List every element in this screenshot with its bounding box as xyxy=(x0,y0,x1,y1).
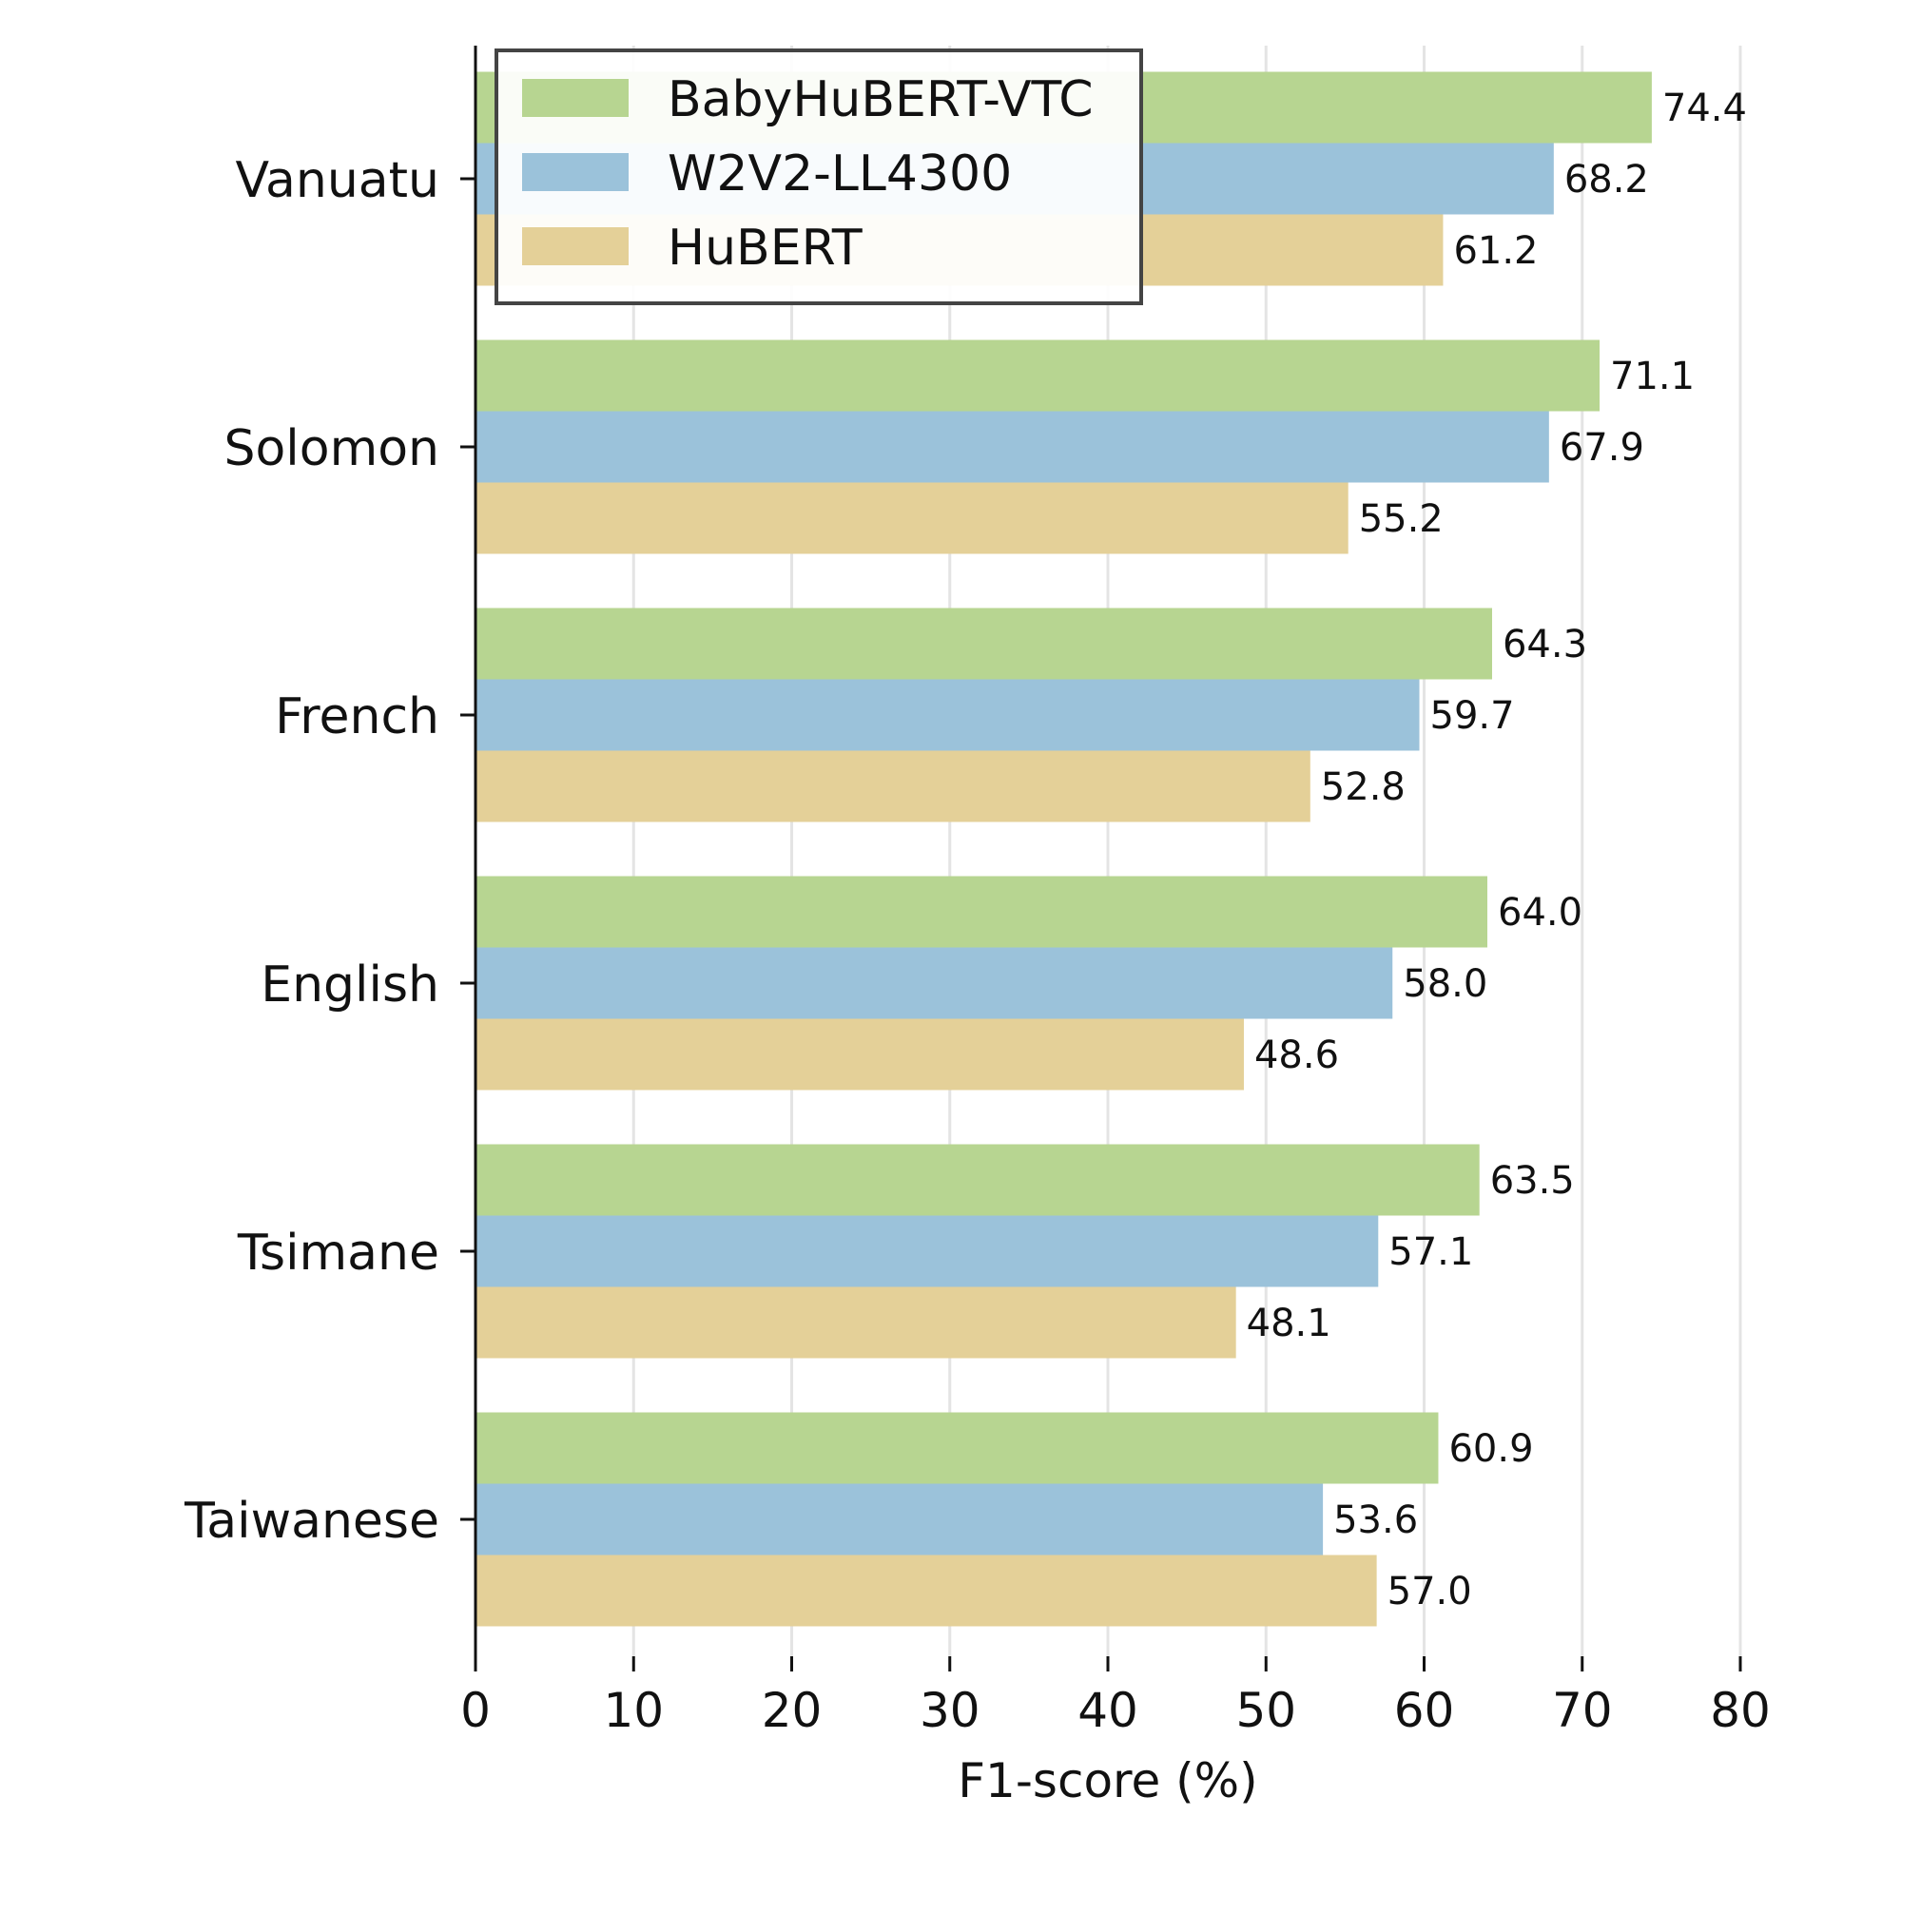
legend-label: W2V2-LL4300 xyxy=(668,145,1012,203)
x-axis-title: F1-score (%) xyxy=(958,1753,1257,1808)
axes: Vanuatu Solomon French English Tsimane Taiwan… xyxy=(184,46,1771,1808)
legend-label: BabyHuBERT-VTC xyxy=(668,71,1094,128)
x-tick-label: 30 xyxy=(920,1683,980,1738)
x-tick-label: 60 xyxy=(1394,1683,1455,1738)
bar xyxy=(475,947,1393,1019)
value-label: 57.1 xyxy=(1388,1230,1473,1274)
category-label: English xyxy=(261,956,439,1014)
bar xyxy=(475,1555,1377,1627)
x-tick-label: 70 xyxy=(1552,1683,1613,1738)
bar xyxy=(475,750,1310,822)
value-label: 68.2 xyxy=(1564,158,1649,202)
bar xyxy=(475,1144,1480,1216)
bar xyxy=(475,1412,1439,1484)
legend-swatch xyxy=(522,153,629,191)
bar xyxy=(475,411,1549,483)
bar xyxy=(475,1286,1236,1359)
value-label: 71.1 xyxy=(1610,355,1695,398)
category-label: French xyxy=(275,688,439,745)
legend-label: HuBERT xyxy=(668,220,863,277)
category-label: Vanuatu xyxy=(235,152,439,209)
bar xyxy=(475,339,1601,412)
value-label: 48.6 xyxy=(1254,1034,1339,1077)
bar xyxy=(475,876,1487,948)
bar xyxy=(475,679,1420,751)
value-label: 67.9 xyxy=(1560,426,1644,470)
bar xyxy=(475,608,1492,680)
value-labels: 74.4 68.2 61.2 71.1 67.9 55.2 64.3 59.7 52.8 64.0… xyxy=(1247,87,1747,1613)
x-tick-label: 0 xyxy=(460,1683,491,1738)
bar xyxy=(475,1215,1379,1287)
category-label: Solomon xyxy=(223,420,439,477)
value-label: 52.8 xyxy=(1321,765,1406,809)
value-label: 74.4 xyxy=(1662,87,1747,130)
value-label: 48.1 xyxy=(1247,1302,1331,1345)
value-label: 58.0 xyxy=(1403,962,1487,1006)
value-label: 61.2 xyxy=(1453,229,1538,273)
bar xyxy=(475,482,1349,554)
value-label: 53.6 xyxy=(1333,1498,1418,1542)
value-label: 63.5 xyxy=(1490,1159,1575,1203)
gridlines xyxy=(631,46,1742,1656)
value-label: 59.7 xyxy=(1430,694,1515,738)
bar xyxy=(475,1483,1324,1555)
value-label: 57.0 xyxy=(1387,1570,1472,1613)
value-label: 64.0 xyxy=(1498,891,1582,935)
x-tick-label: 20 xyxy=(762,1683,823,1738)
category-label: Tsimane xyxy=(237,1225,439,1282)
x-tick-label: 40 xyxy=(1077,1683,1138,1738)
legend-swatch xyxy=(522,227,629,265)
legend-swatch xyxy=(522,79,629,117)
x-tick-label: 50 xyxy=(1235,1683,1296,1738)
x-tick-label: 10 xyxy=(603,1683,664,1738)
value-label: 64.3 xyxy=(1503,623,1587,667)
legend: BabyHuBERT-VTC W2V2-LL4300 HuBERT xyxy=(495,48,1143,305)
category-label: Taiwanese xyxy=(184,1493,439,1550)
value-label: 55.2 xyxy=(1359,497,1444,541)
bar xyxy=(475,1018,1244,1091)
x-tick-label: 80 xyxy=(1710,1683,1771,1738)
value-label: 60.9 xyxy=(1448,1427,1533,1471)
